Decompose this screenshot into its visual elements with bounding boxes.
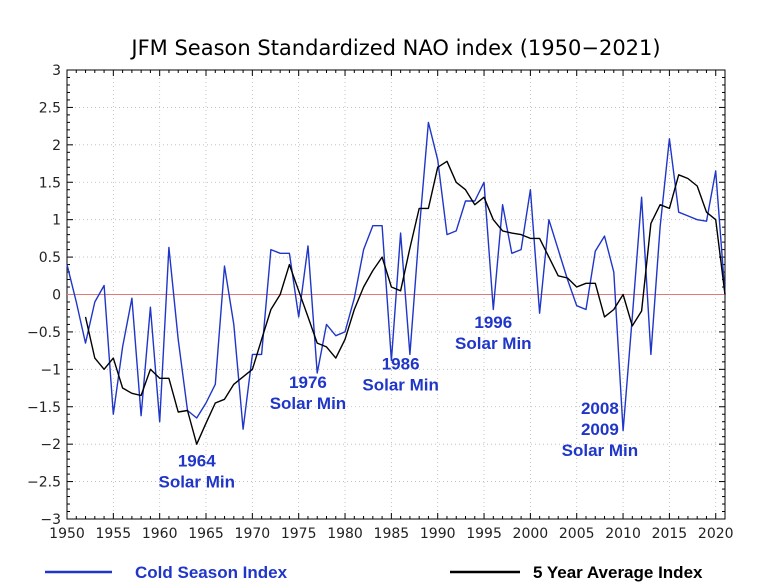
y-tick-label: −3 [40, 512, 61, 528]
solar-min-annotation: 1976 Solar Min [270, 373, 347, 413]
annotation-text: Solar Min [158, 473, 235, 492]
annotation-text: Solar Min [270, 394, 347, 413]
annotation-text: Solar Min [562, 441, 639, 460]
y-tick-label: 0 [52, 288, 61, 304]
legend-item: Cold Season Index [45, 563, 288, 582]
x-tick-label: 1950 [49, 526, 85, 542]
annotation-text: 2008 [581, 399, 619, 418]
legend-label: Cold Season Index [135, 563, 288, 582]
annotation-text: 1976 [289, 373, 327, 392]
x-tick-label: 2005 [559, 526, 595, 542]
y-tick-label: 0.5 [39, 250, 61, 266]
y-tick-label: 1.5 [39, 175, 61, 191]
annotation-text: 1996 [474, 313, 512, 332]
legend-label: 5 Year Average Index [533, 563, 703, 582]
annotation-text: 1986 [382, 354, 420, 373]
annotation-text: 2009 [581, 420, 619, 439]
annotation-text: 1964 [178, 452, 216, 471]
legend-item: 5 Year Average Index [450, 563, 703, 582]
y-tick-label: −0.5 [27, 325, 61, 341]
x-tick-label: 1975 [281, 526, 317, 542]
x-tick-label: 1965 [188, 526, 224, 542]
x-tick-label: 2020 [698, 526, 734, 542]
cold-season-index-line [66, 121, 726, 432]
x-tick-label: 1990 [420, 526, 456, 542]
y-tick-label: −2.5 [27, 475, 61, 491]
x-tick-label: 1980 [327, 526, 363, 542]
x-tick-label: 2000 [513, 526, 549, 542]
x-tick-label: 1960 [142, 526, 178, 542]
y-tick-label: −1.5 [27, 400, 61, 416]
y-tick-label: 2.5 [39, 100, 61, 116]
y-tick-label: 1 [52, 213, 61, 229]
x-tick-label: 1970 [235, 526, 271, 542]
y-tick-label: 2 [52, 138, 61, 154]
y-tick-label: −2 [40, 437, 61, 453]
solar-min-annotation: 2008 2009 Solar Min [562, 399, 639, 460]
five-year-average-line [84, 160, 726, 445]
x-tick-label: 2010 [605, 526, 641, 542]
y-tick-label: 3 [52, 63, 61, 79]
x-tick-label: 2015 [652, 526, 688, 542]
annotation-text: Solar Min [455, 334, 532, 353]
solar-min-annotation: 1964 Solar Min [158, 452, 235, 492]
annotation-text: Solar Min [362, 375, 439, 394]
x-tick-label: 1985 [374, 526, 410, 542]
solar-min-annotation: 1986 Solar Min [362, 354, 439, 394]
x-tick-label: 1995 [466, 526, 502, 542]
y-tick-label: −1 [40, 362, 61, 378]
x-tick-label: 1955 [96, 526, 132, 542]
solar-min-annotation: 1996 Solar Min [455, 313, 532, 353]
chart-title: JFM Season Standardized NAO index (1950−… [129, 36, 660, 60]
